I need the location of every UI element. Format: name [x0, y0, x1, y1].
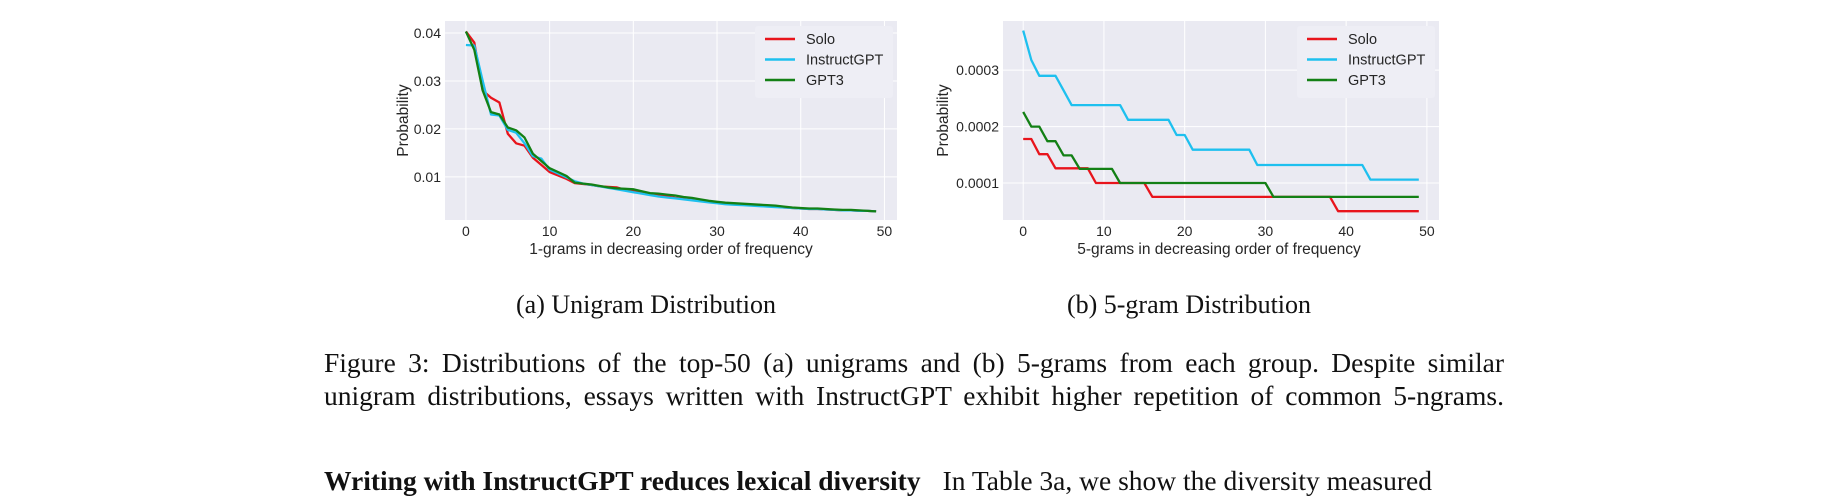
series-line-gpt3: [464, 31, 877, 213]
x-tick-label: 0: [462, 223, 470, 239]
y-tick-label: 0.02: [414, 121, 441, 137]
body-paragraph: Writing with InstructGPT reduces lexical…: [324, 465, 1432, 497]
y-tick-label: 0.0002: [956, 119, 999, 135]
subcaption-b: (b) 5-gram Distribution: [1066, 290, 1312, 319]
y-axis-label: Probability: [935, 84, 952, 157]
x-tick-label: 10: [542, 223, 558, 239]
x-tick-label: 30: [1258, 223, 1274, 239]
x-tick-label: 20: [1177, 223, 1193, 239]
legend-label: GPT3: [1348, 73, 1386, 89]
x-tick-label: 50: [1419, 223, 1435, 239]
series-line-gpt3: [1022, 111, 1419, 199]
caption-line-1: Figure 3: Distributions of the top-50 (a…: [324, 347, 1504, 378]
y-tick-label: 0.03: [414, 73, 441, 89]
legend-label: Solo: [806, 32, 835, 48]
x-tick-label: 40: [1338, 223, 1354, 239]
series-line-solo: [1023, 137, 1419, 213]
y-tick-label: 0.01: [414, 169, 441, 185]
y-axis-label: Probability: [395, 84, 412, 157]
x-tick-label: 0: [1019, 223, 1027, 239]
y-tick-label: 0.04: [414, 25, 441, 41]
fivegram-distribution-chart: 0 10 20 30 40 50 0.0001 0.0002 0.0003 5-grams in …: [935, 21, 1439, 258]
legend-label: Solo: [1348, 32, 1377, 48]
figure-caption: Figure 3: Distributions of the top-50 (a…: [324, 347, 1504, 412]
x-tick-label: 50: [877, 223, 893, 239]
x-tick-label: 30: [709, 223, 725, 239]
paragraph-heading: Writing with InstructGPT reduces lexical…: [324, 465, 921, 496]
legend-label: InstructGPT: [1348, 53, 1425, 69]
y-tick-label: 0.0001: [956, 175, 999, 191]
series-line-instructgpt: [1022, 30, 1419, 181]
unigram-distribution-chart: 0 10 20 30 40 50 0.01 0.02 0.03 0.04 1-grams in de…: [395, 21, 897, 258]
x-axis-label: 5-grams in decreasing order of frequency: [1077, 241, 1361, 258]
x-tick-label: 20: [626, 223, 642, 239]
x-axis-label: 1-grams in decreasing order of frequency: [529, 241, 813, 258]
caption-line-2: unigram distributions, essays written wi…: [324, 379, 1504, 411]
paragraph-text: In Table 3a, we show the diversity measu…: [942, 465, 1432, 496]
x-tick-label: 10: [1096, 223, 1112, 239]
y-tick-label: 0.0003: [956, 62, 999, 78]
x-tick-label: 40: [793, 223, 809, 239]
legend-label: GPT3: [806, 73, 844, 89]
subcaption-a: (a) Unigram Distribution: [516, 290, 776, 319]
legend-label: InstructGPT: [806, 53, 883, 69]
